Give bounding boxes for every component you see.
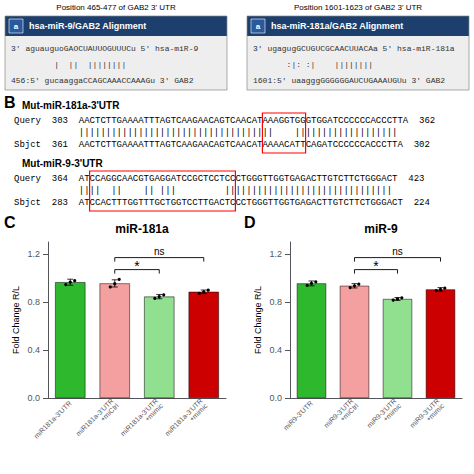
svg-text:*: * bbox=[373, 258, 379, 274]
svg-text:*: * bbox=[134, 258, 140, 274]
svg-text:hsa-miR-181a/GAB2 Alignment: hsa-miR-181a/GAB2 Alignment bbox=[271, 21, 403, 31]
svg-text:miR9-3'UTR: miR9-3'UTR bbox=[322, 397, 355, 429]
svg-text:miR9-3'UTR: miR9-3'UTR bbox=[408, 397, 441, 429]
svg-text:1601:5' uaagggGGGGGGAUCUGAAAUG: 1601:5' uaagggGGGGGGAUCUGAAAUGUu 3' GAB2 bbox=[253, 76, 445, 85]
svg-text:miR9-3'UTR: miR9-3'UTR bbox=[365, 397, 398, 429]
svg-text:+mimic: +mimic bbox=[425, 402, 446, 423]
svg-text:1.2: 1.2 bbox=[269, 249, 282, 259]
svg-text:0.8: 0.8 bbox=[27, 297, 40, 307]
svg-text:miR181a-3'UTR: miR181a-3'UTR bbox=[163, 397, 204, 438]
svg-text:0.4: 0.4 bbox=[27, 345, 40, 355]
svg-text:Query 303 AACTCTTGAAAATTTAGT: Query 303 AACTCTTGAAAATTTAGTCAAGAACAGTCA… bbox=[14, 116, 435, 126]
svg-text:a: a bbox=[256, 22, 261, 31]
svg-text:miR181a-3'UTR: miR181a-3'UTR bbox=[119, 397, 160, 438]
svg-text:| || ||||||||: | || |||||||| bbox=[11, 60, 126, 69]
svg-text:miR-9: miR-9 bbox=[364, 222, 398, 236]
svg-text:miR181a-3'UTR: miR181a-3'UTR bbox=[33, 400, 73, 440]
svg-text:D: D bbox=[244, 214, 256, 231]
svg-text:|||| || || ||| |||: |||| || || ||| |||||||||||||||||||||||||… bbox=[14, 186, 392, 196]
svg-text:ns: ns bbox=[154, 246, 165, 257]
svg-text:456:5' gucaaggaCCAGCAAACCAAAGu: 456:5' gucaaggaCCAGCAAACCAAAGu 3' GAB2 bbox=[11, 76, 194, 85]
svg-text:+mimic: +mimic bbox=[143, 402, 164, 423]
svg-text:Sbjct 361 AACTCTTGAAAATTTAGT: Sbjct 361 AACTCTTGAAAATTTAGTCAAGAACAGTCA… bbox=[14, 140, 430, 150]
svg-text:Sbjct 283 ATCCACTTTGGTTTGCTG: Sbjct 283 ATCCACTTTGGTTTGCTGGTCCTTGACTCC… bbox=[14, 198, 430, 208]
svg-text:miR181a-3'UTR: miR181a-3'UTR bbox=[74, 397, 115, 438]
svg-text:C: C bbox=[4, 214, 16, 231]
svg-text:Fold Change R/L: Fold Change R/L bbox=[253, 286, 263, 354]
svg-text:1.2: 1.2 bbox=[27, 249, 40, 259]
svg-text:3' aguauguoGAOCUAUUOGUUUCu 5': 3' aguauguoGAOCUAUUOGUUUCu 5' hsa-miR-9 bbox=[11, 44, 198, 53]
svg-text:Mut-miR-181a-3'UTR: Mut-miR-181a-3'UTR bbox=[22, 100, 120, 111]
svg-text:3' ugagugGCUGUCGCAACUUACAa 5': 3' ugagugGCUGUCGCAACUUACAa 5' hsa-miR-18… bbox=[253, 44, 455, 53]
svg-text:0.4: 0.4 bbox=[269, 345, 282, 355]
svg-text:miR-181a: miR-181a bbox=[115, 222, 169, 236]
svg-text:hsa-miR-9/GAB2 Alignment: hsa-miR-9/GAB2 Alignment bbox=[29, 21, 146, 31]
svg-text::|: :| ||||||||: :|: :| |||||||| bbox=[253, 60, 373, 69]
svg-text:+mimic: +mimic bbox=[382, 402, 403, 423]
svg-text:Fold Change R/L: Fold Change R/L bbox=[11, 286, 21, 354]
svg-text:||||||||||||||||||||||||||||||: |||||||||||||||||||||||||||||||||||| |||… bbox=[14, 128, 397, 138]
svg-text:ns: ns bbox=[392, 246, 403, 257]
svg-text:0.0: 0.0 bbox=[27, 393, 40, 403]
svg-text:+mimic: +mimic bbox=[188, 402, 209, 423]
svg-text:+miCtrl: +miCtrl bbox=[339, 402, 360, 423]
svg-text:0.0: 0.0 bbox=[269, 393, 282, 403]
svg-text:+miCtrl: +miCtrl bbox=[99, 402, 120, 423]
svg-text:a: a bbox=[14, 22, 19, 31]
svg-text:B: B bbox=[4, 94, 16, 111]
svg-text:Position 465-477 of GAB2 3' UT: Position 465-477 of GAB2 3' UTR bbox=[56, 3, 176, 12]
svg-text:Query 364 ATCCAGGCAACGTGAGGA: Query 364 ATCCAGGCAACGTGAGGATCCGCTCCTCCC… bbox=[14, 174, 424, 184]
svg-text:miR9-3'UTR: miR9-3'UTR bbox=[282, 400, 314, 432]
svg-text:Position 1601-1623 of GAB2 3': Position 1601-1623 of GAB2 3' UTR bbox=[294, 3, 422, 12]
svg-text:0.8: 0.8 bbox=[269, 297, 282, 307]
svg-text:Mut-miR-9-3'UTR: Mut-miR-9-3'UTR bbox=[22, 158, 103, 169]
